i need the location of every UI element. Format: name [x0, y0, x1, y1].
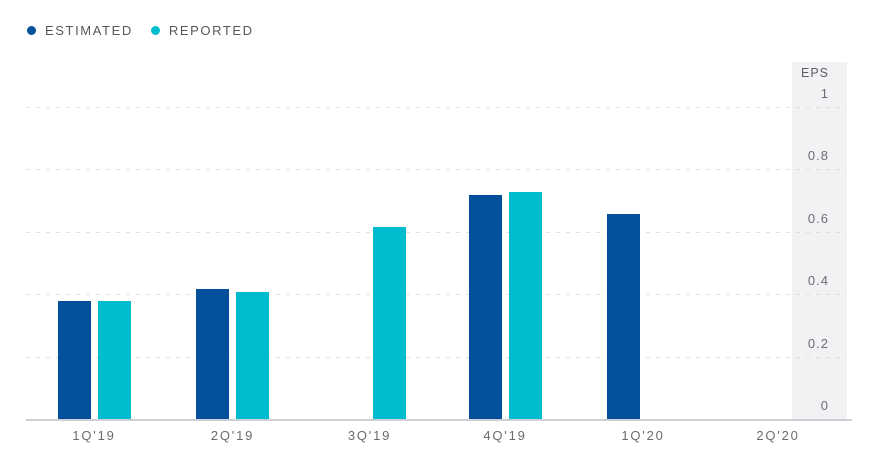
y-tick-0.4: 0.4	[807, 273, 829, 289]
y-tick-0.6: 0.6	[807, 210, 829, 226]
x-label-4q19: 4Q'19	[483, 428, 527, 443]
gridline-0.2	[26, 356, 847, 358]
legend: ESTIMATED REPORTED	[27, 23, 254, 38]
x-label-1q19: 1Q'19	[72, 428, 116, 443]
legend-item-reported[interactable]: REPORTED	[150, 23, 254, 38]
bar-reported-2q19[interactable]	[236, 292, 269, 420]
gridline-1	[26, 107, 847, 108]
gridline-0.8	[26, 169, 847, 171]
bar-reported-4q19[interactable]	[508, 192, 542, 420]
y-tick-0.8: 0.8	[807, 148, 829, 164]
legend-label-reported: REPORTED	[168, 23, 254, 38]
x-label-1q20: 1Q'20	[621, 428, 665, 443]
y-tick-0: 0	[820, 398, 829, 413]
gridline-0.4	[26, 294, 847, 296]
legend-label-estimated: ESTIMATED	[45, 23, 133, 38]
eps-axis-panel	[792, 62, 847, 421]
bar-estimated-4q19[interactable]	[468, 195, 502, 420]
bar-reported-3q19[interactable]	[373, 227, 406, 420]
bar-estimated-1q19[interactable]	[57, 301, 91, 420]
x-label-2q20: 2Q'20	[756, 428, 800, 443]
legend-item-estimated[interactable]: ESTIMATED	[27, 23, 133, 38]
bar-reported-1q19[interactable]	[97, 301, 131, 420]
gridline-0.6	[26, 231, 847, 233]
x-label-2q19: 2Q'19	[210, 428, 255, 443]
bar-estimated-1q20[interactable]	[606, 214, 640, 420]
estimated-dot-icon	[27, 26, 36, 35]
y-tick-1: 1	[820, 86, 829, 101]
x-label-3q19: 3Q'19	[347, 428, 392, 443]
y-axis-title: EPS	[800, 66, 829, 80]
x-axis-line	[26, 419, 852, 421]
y-tick-0.2: 0.2	[807, 335, 829, 351]
reported-dot-icon	[150, 26, 160, 35]
bar-estimated-2q19[interactable]	[196, 289, 229, 420]
